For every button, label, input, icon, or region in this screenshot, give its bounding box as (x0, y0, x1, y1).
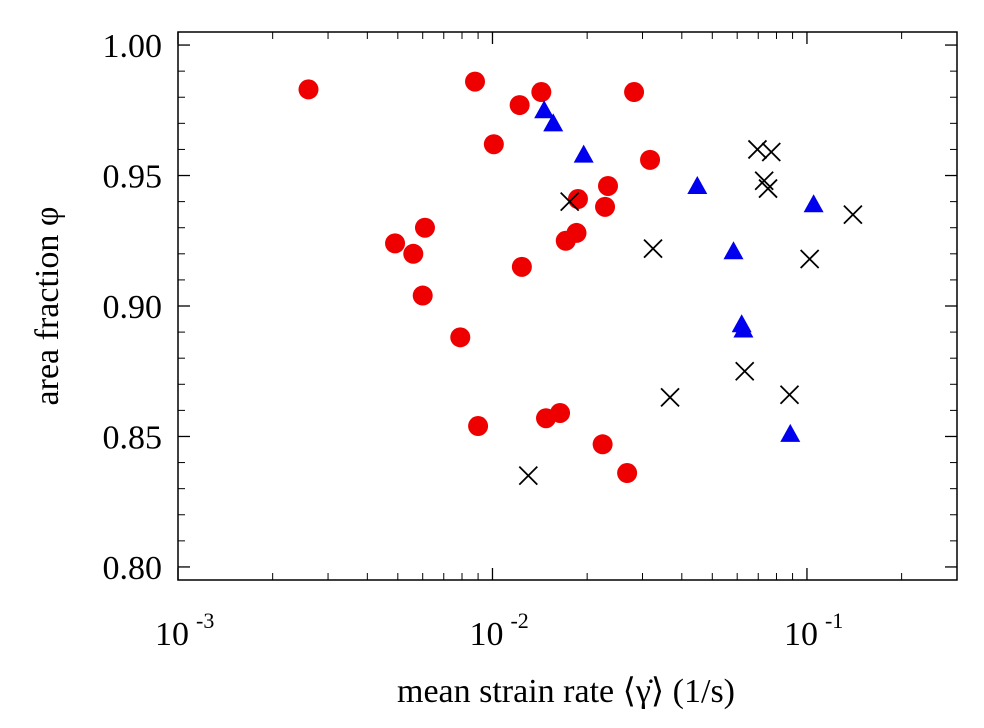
data-point-cross (747, 139, 768, 160)
data-point-cross (779, 385, 800, 405)
y-tick-label: 1.00 (103, 28, 163, 65)
data-point-circle (412, 285, 433, 306)
y-tick-label: 0.95 (103, 159, 163, 196)
data-point-circle (592, 434, 613, 455)
axis-ticks (177, 32, 957, 580)
x-tick-exponent: -3 (196, 608, 214, 633)
data-point-cross (518, 465, 538, 486)
data-point-triangle (780, 423, 801, 442)
data-point-circle (298, 79, 319, 100)
x-tick-exponent: -2 (510, 608, 528, 633)
data-point-triangle (687, 175, 708, 194)
data-point-circle (511, 256, 532, 277)
data-point-circle (385, 233, 406, 254)
plot-frame (177, 31, 958, 581)
data-point-circle (598, 175, 619, 196)
y-tick-label: 0.85 (103, 419, 163, 456)
data-point-cross (761, 142, 781, 162)
data-point-circle (624, 82, 645, 103)
data-point-circle (595, 196, 616, 217)
data-point-cross (758, 178, 778, 199)
y-tick-label: 0.80 (103, 550, 163, 587)
x-tick-label: 10 (784, 616, 818, 653)
data-point-circle (450, 327, 471, 348)
data-point-circle (483, 134, 504, 155)
data-point-circle (509, 95, 530, 116)
data-point-triangle (573, 144, 594, 163)
data-point-triangle (534, 100, 555, 119)
data-point-circle (640, 149, 661, 170)
data-point-cross (800, 249, 820, 269)
x-tick-label: 10 (469, 616, 503, 653)
data-point-circle (567, 189, 588, 210)
data-point-circle (468, 416, 489, 437)
data-point-circle (465, 71, 486, 92)
data-point-cross (660, 387, 680, 407)
data-point-circle (566, 222, 587, 243)
data-point-cross (735, 361, 755, 381)
y-axis-label: area fraction φ (29, 207, 66, 406)
data-point-circle (617, 463, 638, 484)
data-point-circle (403, 243, 424, 264)
x-tick-labels: 10 -3 10 -2 10 -1 (155, 608, 843, 653)
x-tick-label: 10 (155, 616, 189, 653)
data-points (298, 71, 863, 486)
data-point-triangle (543, 113, 564, 132)
data-point-circle (550, 402, 571, 423)
data-point-triangle (723, 241, 744, 260)
data-point-circle (531, 82, 552, 103)
x-tick-exponent: -1 (825, 608, 843, 633)
data-point-cross (843, 205, 863, 225)
data-point-cross (643, 238, 663, 259)
data-point-circle (414, 217, 435, 238)
data-point-triangle (733, 319, 754, 338)
data-point-triangle (803, 194, 824, 213)
y-tick-label: 0.90 (103, 289, 163, 326)
x-axis-label: mean strain rate ⟨γ̇⟩ (1/s) (397, 673, 735, 710)
y-tick-labels: 0.80 0.85 0.90 0.95 1.00 (103, 28, 163, 587)
data-point-cross (560, 191, 580, 212)
